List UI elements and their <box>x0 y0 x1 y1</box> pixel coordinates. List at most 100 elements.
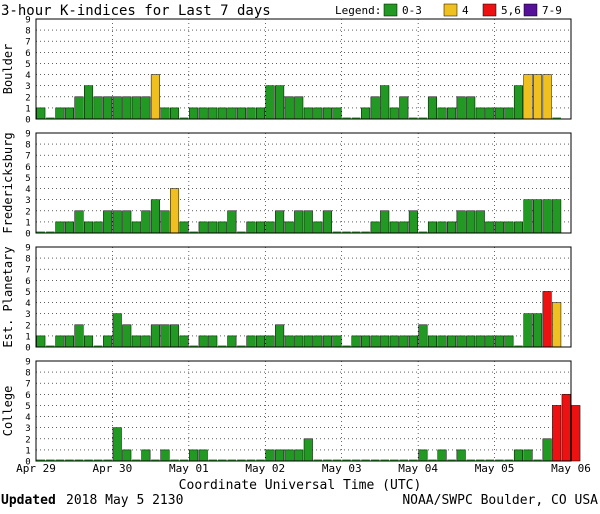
x-tick-label: May 03 <box>322 462 362 475</box>
bar <box>447 221 457 234</box>
bar <box>294 210 304 234</box>
bar <box>275 85 285 120</box>
bar <box>265 221 275 234</box>
bar <box>456 449 466 462</box>
bar <box>46 231 55 233</box>
bar <box>141 449 151 462</box>
bar <box>160 107 170 120</box>
x-axis-label: Coordinate Universal Time (UTC) <box>179 478 422 493</box>
bar <box>380 459 389 461</box>
legend-label-2: 5,6 <box>501 4 521 17</box>
bar <box>303 438 313 462</box>
bar <box>131 335 141 348</box>
footer-updated-value: 2018 May 5 2130 <box>66 493 183 508</box>
bar <box>437 221 447 234</box>
bar <box>380 85 390 120</box>
bar <box>141 210 151 234</box>
bar <box>237 231 246 233</box>
bar <box>255 335 266 348</box>
y-tick-label: 5 <box>25 174 30 184</box>
bar <box>198 335 208 348</box>
bar <box>494 221 504 234</box>
bar <box>542 199 552 234</box>
bar <box>495 459 504 461</box>
bar <box>198 107 208 120</box>
bar <box>84 459 93 461</box>
bar <box>485 221 495 234</box>
bar <box>246 107 256 120</box>
y-tick-label: 6 <box>25 49 30 59</box>
bar <box>409 459 418 461</box>
y-tick-label: 4 <box>25 185 30 195</box>
bar <box>485 335 495 348</box>
bar <box>265 335 275 348</box>
bar <box>504 335 514 348</box>
bar <box>170 188 180 234</box>
bar <box>74 324 84 348</box>
bar <box>513 85 523 120</box>
y-tick-label: 3 <box>25 196 30 206</box>
bar <box>237 345 246 347</box>
bar <box>46 459 55 461</box>
bar <box>466 459 475 461</box>
y-tick-label: 2 <box>25 93 30 103</box>
bar <box>561 394 571 462</box>
bar <box>342 459 351 461</box>
bar <box>351 117 361 119</box>
y-tick-label: 5 <box>25 288 30 298</box>
y-tick-label: 8 <box>25 255 30 265</box>
bar <box>179 335 189 348</box>
bar <box>55 221 65 234</box>
y-tick-label: 2 <box>25 435 30 445</box>
bar <box>408 335 418 348</box>
bar <box>284 335 294 348</box>
bar <box>427 335 438 348</box>
bar <box>361 459 370 461</box>
bar <box>150 199 160 234</box>
x-tick-label: Apr 29 <box>16 462 56 475</box>
bar <box>323 459 332 461</box>
bar <box>533 74 543 120</box>
bar <box>179 117 189 119</box>
bar <box>179 221 189 234</box>
bar <box>409 117 418 119</box>
bar <box>237 459 246 461</box>
bar <box>370 96 380 120</box>
bar <box>552 199 562 234</box>
bar <box>447 335 457 348</box>
bar <box>141 96 151 120</box>
bar <box>160 324 170 348</box>
bar <box>342 231 351 233</box>
bar <box>437 335 447 348</box>
y-tick-label: 0 <box>25 230 30 240</box>
bar <box>523 313 533 348</box>
legend-title: Legend: <box>335 4 381 17</box>
bar <box>399 459 409 461</box>
bar <box>370 459 380 461</box>
legend: 0-3 4 5,6 7-9 <box>383 3 562 17</box>
legend-swatch-0 <box>383 3 398 17</box>
bar <box>552 302 562 348</box>
legend-swatch-2 <box>482 3 497 17</box>
y-tick-label: 9 <box>25 358 30 368</box>
bar <box>380 335 390 348</box>
bar <box>208 335 218 348</box>
bar <box>170 107 180 120</box>
bar <box>475 459 485 461</box>
bar <box>84 335 94 348</box>
bar <box>275 324 285 348</box>
bar <box>523 449 533 462</box>
y-tick-label: 1 <box>25 446 30 456</box>
bar <box>370 335 380 348</box>
bar <box>437 107 447 120</box>
legend-label-3: 7-9 <box>542 4 562 17</box>
bar <box>84 221 94 234</box>
bar <box>542 438 552 462</box>
bar <box>504 459 514 461</box>
y-tick-label: 8 <box>25 27 30 37</box>
bar <box>236 107 246 120</box>
bar <box>418 231 428 233</box>
